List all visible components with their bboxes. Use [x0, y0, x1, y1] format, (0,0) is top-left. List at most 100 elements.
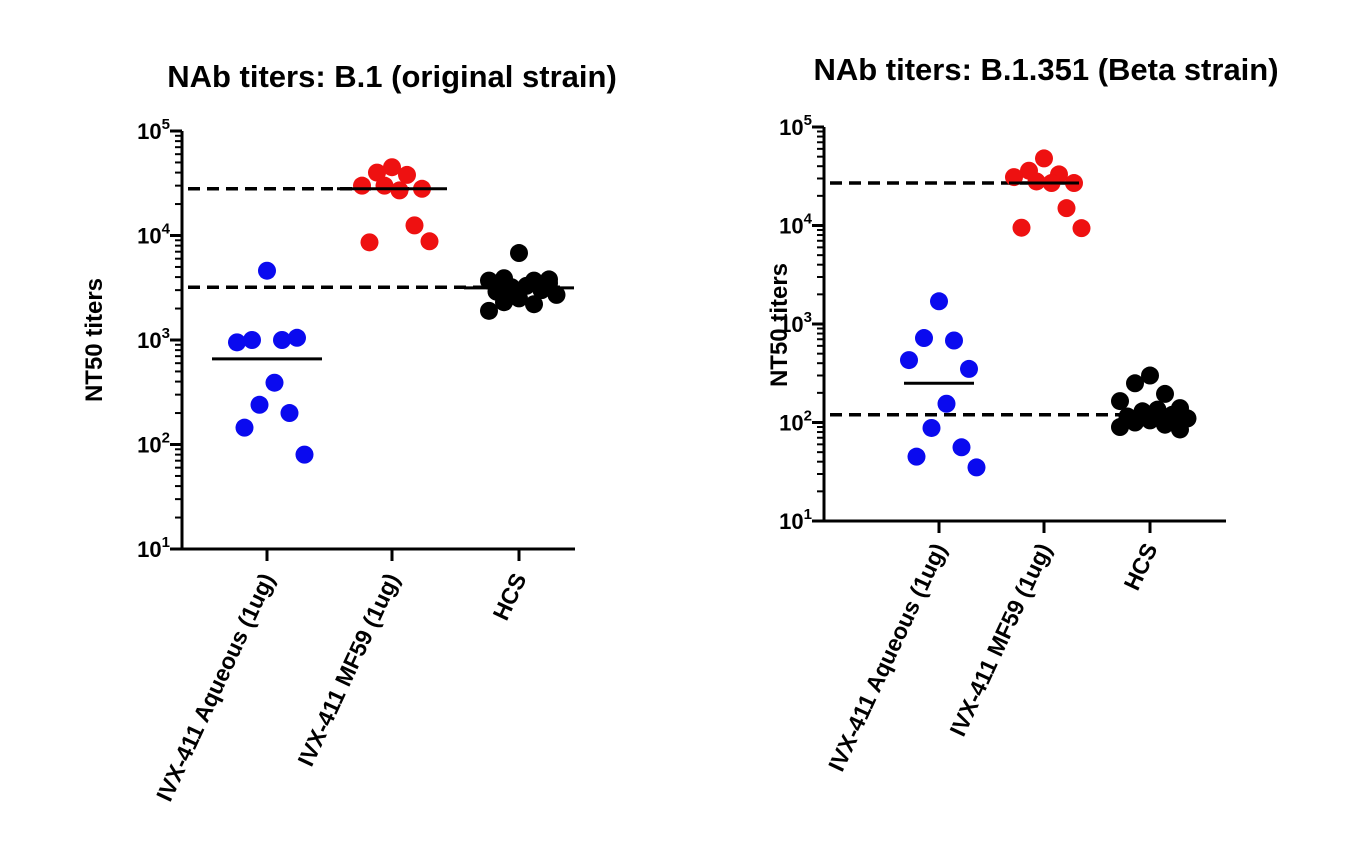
data-point: [235, 418, 254, 437]
y-tick-exponent: 2: [162, 430, 170, 447]
data-point: [405, 216, 424, 235]
chart-panel-b1: NAb titers: B.1 (original strain) NT50 t…: [81, 59, 617, 805]
data-point: [1111, 392, 1129, 411]
data-point: [280, 404, 299, 423]
data-point: [937, 394, 956, 413]
data-point: [547, 285, 566, 304]
data-point: [960, 359, 978, 378]
data-point: [390, 181, 409, 200]
chart-title: NAb titers: B.1 (original strain): [167, 59, 617, 94]
y-tick-label: 104: [137, 221, 170, 249]
data-point: [1012, 218, 1031, 237]
y-tick-exponent: 5: [804, 112, 812, 129]
y-axis-label: NT50 titers: [81, 278, 108, 402]
data-point: [915, 329, 933, 348]
data-point: [1072, 219, 1091, 238]
data-point: [368, 163, 386, 182]
x-tick-label: IVX-411 MF59 (1ug): [292, 569, 404, 770]
x-tick-label: HCS: [1118, 539, 1162, 594]
x-tick-label: IVX-411 Aqueous (1ug): [151, 569, 280, 805]
y-tick-exponent: 2: [804, 408, 812, 425]
data-point: [1027, 172, 1046, 191]
y-tick-label: 105: [137, 116, 170, 144]
data-point: [228, 333, 246, 352]
y-tick-base: 10: [137, 433, 161, 458]
data-point: [1035, 149, 1053, 168]
chart-panel-b1351: NAb titers: B.1.351 (Beta strain) NT50 t…: [766, 52, 1279, 775]
x-tick-labels: IVX-411 Aqueous (1ug)IVX-411 MF59 (1ug) H…: [151, 549, 532, 805]
data-point: [360, 233, 379, 252]
chart-title: NAb titers: B.1.351 (Beta strain): [813, 52, 1278, 87]
data-point: [258, 261, 276, 280]
data-point: [1126, 413, 1144, 432]
data-points: [900, 149, 1197, 477]
y-tick-exponent: 3: [162, 325, 170, 342]
y-tick-base: 10: [779, 214, 803, 239]
data-point: [243, 331, 261, 349]
y-tick-exponent: 4: [162, 221, 171, 238]
data-point: [1156, 415, 1174, 434]
y-tick-label: 101: [137, 534, 170, 562]
y-tick-label: 103: [137, 325, 170, 353]
data-point: [250, 395, 269, 414]
x-tick-label: IVX-411 MF59 (1ug): [944, 539, 1056, 740]
data-points: [228, 158, 566, 464]
reference-lines: [830, 181, 1190, 417]
data-point: [510, 244, 528, 263]
data-point: [922, 418, 941, 437]
data-point: [273, 331, 291, 349]
data-point: [1141, 366, 1159, 385]
data-point: [295, 445, 314, 464]
x-tick-labels: IVX-411 Aqueous (1ug)IVX-411 MF59 (1ug) H…: [823, 521, 1163, 775]
x-tick-label: IVX-411 Aqueous (1ug): [823, 539, 952, 775]
data-point: [540, 270, 558, 289]
data-point: [288, 328, 306, 347]
x-tick-label: HCS: [487, 569, 531, 624]
y-tick-label: 105: [779, 112, 812, 140]
y-tick-base: 10: [137, 224, 161, 249]
y-tick-exponent: 5: [162, 116, 170, 133]
data-point: [1057, 199, 1076, 218]
data-point: [952, 438, 971, 457]
y-tick-label: 102: [137, 430, 170, 458]
median-lines: [212, 187, 574, 361]
y-tick-label: 103: [779, 309, 812, 337]
y-tick-label: 102: [779, 408, 812, 436]
y-tick-label: 101: [779, 506, 812, 534]
data-point: [495, 293, 513, 312]
y-tick-base: 10: [779, 411, 803, 436]
data-point: [900, 351, 918, 370]
y-tick-label: 104: [779, 211, 812, 239]
data-point: [480, 301, 498, 320]
median-lines: [904, 181, 1185, 417]
data-point: [1156, 384, 1174, 403]
data-point: [265, 373, 284, 392]
data-point: [967, 458, 986, 477]
data-point: [945, 331, 963, 350]
data-point: [1171, 420, 1189, 439]
data-point: [510, 289, 528, 308]
y-tick-exponent: 1: [804, 506, 812, 523]
y-tick-base: 10: [137, 537, 161, 562]
y-tick-base: 10: [779, 509, 803, 534]
y-tick-base: 10: [779, 115, 803, 140]
y-tick-exponent: 4: [804, 211, 813, 228]
y-axis-label: NT50 titers: [766, 263, 793, 387]
y-tick-base: 10: [137, 328, 161, 353]
y-tick-base: 10: [137, 119, 161, 144]
data-point: [1126, 374, 1144, 393]
data-point: [375, 176, 394, 195]
y-tick-exponent: 3: [804, 309, 812, 326]
y-tick-exponent: 1: [162, 534, 170, 551]
data-point: [525, 295, 543, 314]
y-tick-base: 10: [779, 312, 803, 337]
data-point: [907, 447, 926, 466]
data-point: [1111, 418, 1129, 437]
data-point: [398, 165, 416, 184]
axes: [822, 127, 1226, 523]
data-point: [930, 292, 948, 311]
data-point: [420, 232, 439, 251]
